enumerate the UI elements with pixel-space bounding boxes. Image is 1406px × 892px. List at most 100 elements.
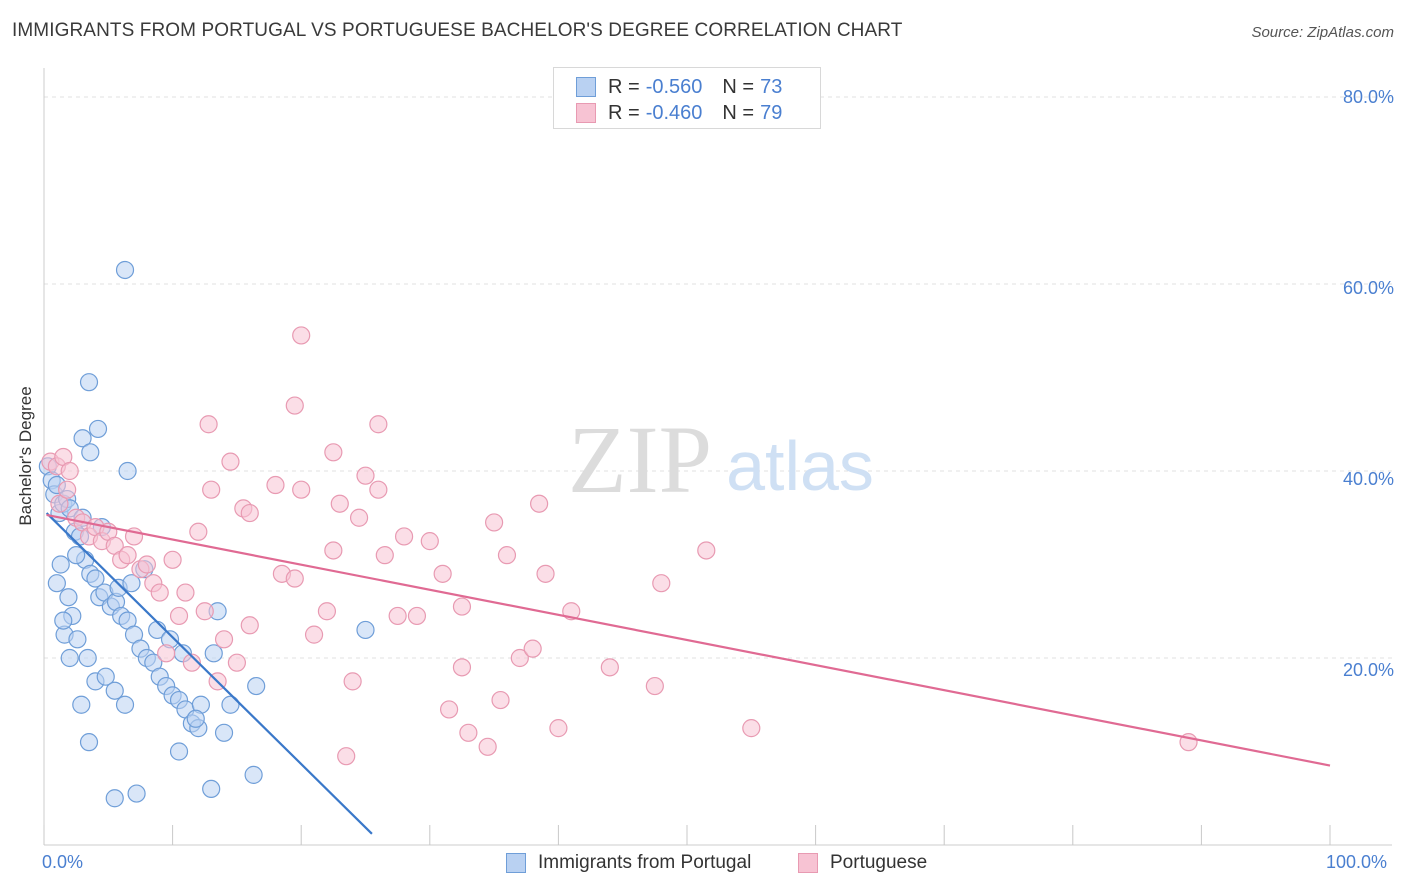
data-point bbox=[79, 733, 99, 752]
data-point bbox=[285, 396, 304, 415]
data-point bbox=[105, 681, 124, 700]
data-point bbox=[169, 606, 189, 626]
n-label: N = bbox=[722, 75, 755, 98]
data-point bbox=[60, 461, 79, 481]
data-point bbox=[122, 574, 141, 593]
n-label: N = bbox=[722, 101, 755, 124]
series-portuguese bbox=[41, 326, 1198, 766]
data-point bbox=[72, 695, 91, 714]
blue-swatch bbox=[506, 853, 526, 873]
x-tick-label: 0.0% bbox=[42, 852, 84, 872]
y-tick-label: 40.0% bbox=[1342, 469, 1394, 489]
data-point bbox=[221, 452, 240, 471]
data-point bbox=[115, 695, 135, 714]
legend-label: Immigrants from Portugal bbox=[538, 852, 752, 873]
data-point bbox=[157, 644, 176, 663]
data-point bbox=[349, 508, 369, 527]
watermark: ZIP atlas bbox=[568, 406, 874, 513]
data-point bbox=[304, 625, 324, 644]
data-point bbox=[118, 461, 137, 481]
data-point bbox=[439, 700, 459, 719]
data-point bbox=[652, 574, 671, 593]
data-point bbox=[317, 602, 337, 621]
y-tick-label: 80.0% bbox=[1342, 87, 1394, 107]
data-point bbox=[266, 475, 285, 495]
data-point bbox=[742, 719, 761, 738]
data-point bbox=[240, 616, 259, 635]
data-point bbox=[50, 494, 69, 513]
series-immigrants-from-portugal bbox=[38, 260, 375, 808]
data-point bbox=[58, 480, 77, 499]
data-point bbox=[86, 569, 105, 588]
trend-lines bbox=[45, 512, 1331, 835]
data-point bbox=[459, 723, 478, 742]
data-point bbox=[292, 326, 311, 345]
data-point bbox=[330, 494, 349, 513]
data-point bbox=[497, 546, 517, 565]
legend-label: Portuguese bbox=[830, 852, 928, 873]
legend-item-portuguese[interactable]: Portuguese bbox=[798, 852, 927, 874]
data-point bbox=[510, 648, 529, 668]
r-label: R = bbox=[608, 101, 640, 124]
data-point bbox=[433, 564, 452, 583]
data-point bbox=[523, 639, 542, 658]
data-point bbox=[247, 676, 266, 696]
series-legend: Immigrants from Portugal Portuguese bbox=[0, 852, 1406, 878]
blue-swatch bbox=[576, 77, 596, 97]
watermark-zip: ZIP bbox=[568, 406, 712, 513]
data-point bbox=[324, 541, 343, 560]
stats-legend: R = -0.560 N = 73 R = -0.460 N = 79 bbox=[553, 67, 821, 129]
data-point bbox=[51, 555, 70, 574]
y-tick-label: 20.0% bbox=[1342, 660, 1394, 680]
data-point bbox=[337, 747, 356, 766]
data-point bbox=[176, 583, 195, 602]
data-point bbox=[81, 443, 100, 462]
n-value: 79 bbox=[760, 101, 783, 124]
data-point bbox=[169, 742, 189, 761]
data-point bbox=[369, 415, 388, 434]
r-value: -0.460 bbox=[645, 101, 703, 124]
data-point bbox=[163, 550, 182, 569]
data-point bbox=[388, 606, 407, 626]
data-point bbox=[214, 630, 234, 649]
data-point bbox=[356, 620, 375, 640]
data-point bbox=[491, 690, 510, 710]
data-point bbox=[452, 658, 472, 677]
y-tick-label: 60.0% bbox=[1342, 278, 1394, 298]
data-point bbox=[369, 480, 388, 499]
data-point bbox=[478, 737, 497, 756]
data-point bbox=[78, 648, 97, 668]
data-point bbox=[182, 653, 201, 672]
trend-line-immigrants-from-portugal bbox=[45, 512, 373, 835]
legend-item-immigrants-from-portugal[interactable]: Immigrants from Portugal bbox=[506, 852, 751, 874]
data-point bbox=[199, 415, 218, 434]
data-point bbox=[214, 723, 234, 742]
axes bbox=[43, 68, 1392, 846]
data-point bbox=[375, 546, 394, 565]
data-point bbox=[536, 564, 555, 583]
data-point bbox=[240, 503, 259, 523]
data-point bbox=[407, 606, 427, 626]
data-point bbox=[118, 546, 137, 565]
data-point bbox=[356, 466, 375, 485]
data-point bbox=[105, 789, 124, 808]
data-point bbox=[59, 588, 78, 607]
data-point bbox=[452, 597, 472, 616]
data-point bbox=[549, 719, 568, 738]
trend-line-portuguese bbox=[46, 513, 1331, 767]
data-point bbox=[530, 494, 549, 513]
data-point bbox=[137, 555, 156, 574]
data-point bbox=[115, 260, 135, 280]
data-point bbox=[96, 667, 115, 686]
data-point bbox=[285, 569, 304, 588]
data-point bbox=[645, 676, 664, 696]
data-point bbox=[227, 653, 246, 672]
pink-swatch bbox=[576, 103, 596, 123]
data-point bbox=[68, 630, 87, 649]
data-point bbox=[195, 602, 214, 621]
data-point bbox=[88, 419, 108, 439]
data-point bbox=[420, 532, 439, 551]
data-point bbox=[47, 574, 66, 593]
data-point bbox=[73, 429, 92, 448]
